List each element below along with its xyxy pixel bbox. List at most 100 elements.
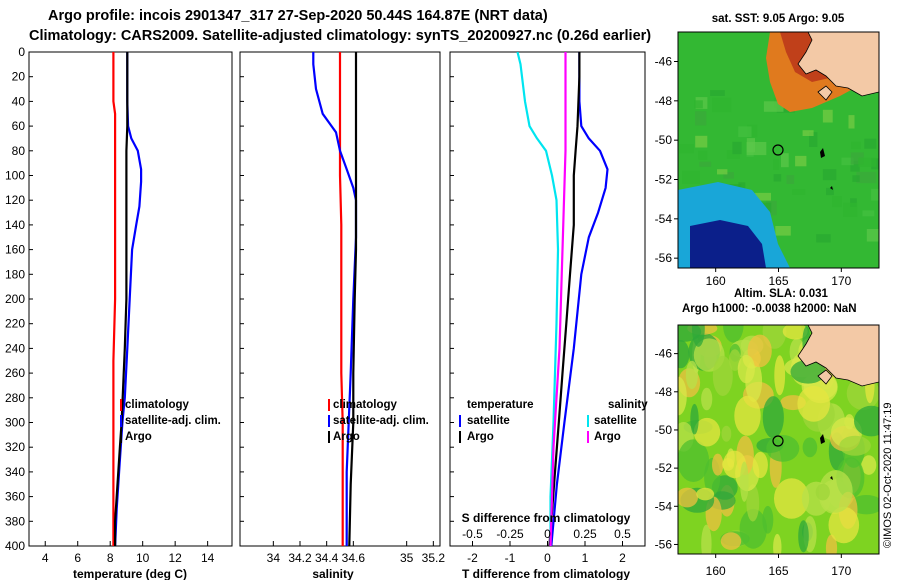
- sst-cell: [679, 144, 694, 154]
- map-y-tick-label: -54: [655, 212, 673, 226]
- sst-cell: [841, 157, 854, 166]
- legend-label-argo: Argo: [333, 431, 360, 443]
- sla-cell: [720, 532, 742, 550]
- sst-cell: [695, 135, 708, 148]
- depth-tick-label: 220: [5, 317, 25, 331]
- sla-cell: [737, 354, 755, 384]
- depth-tick-label: 20: [12, 70, 26, 84]
- depth-tick-label: 300: [5, 416, 25, 430]
- difference-plot-frame: [449, 51, 646, 547]
- sst-cell: [694, 100, 703, 109]
- map-x-tick-label: 160: [706, 564, 726, 578]
- difference-legend: temperature satellite Argo salinity sate…: [459, 399, 648, 443]
- salinity-legend: climatology satellite-adj. clim. Argo: [328, 399, 429, 443]
- x-tick-label: 34.2: [288, 551, 312, 565]
- sla-cell: [712, 355, 733, 396]
- sla-cell: [773, 533, 782, 554]
- legend-label-satellite: satellite-adj. clim.: [125, 415, 221, 427]
- depth-tick-label: 360: [5, 490, 25, 504]
- map-y-tick-label: -52: [655, 461, 673, 475]
- sla-cell: [782, 325, 808, 340]
- map-y-tick-label: -56: [655, 251, 673, 265]
- sla-cell: [692, 325, 705, 347]
- depth-tick-label: 120: [5, 193, 25, 207]
- x-tick-label: 10: [136, 551, 150, 565]
- map-y-tick-label: -50: [655, 423, 673, 437]
- sla-cell: [774, 355, 786, 396]
- x-tick-label: 2: [619, 551, 626, 565]
- sla-cell: [815, 483, 830, 501]
- map-x-tick-label: 165: [768, 564, 788, 578]
- depth-tick-label: 160: [5, 243, 25, 257]
- difference-series: [516, 52, 609, 546]
- land-campbell-island: [830, 186, 833, 190]
- sla-map-axes: 160 165 170 -56 -54 -52 -50 -48 -46: [655, 347, 852, 578]
- x-tick-label: 1: [582, 551, 589, 565]
- map-x-tick-label: 160: [706, 274, 726, 288]
- sst-cell: [766, 200, 777, 216]
- sst-cell: [795, 155, 807, 167]
- sla-cell: [825, 534, 838, 554]
- x-tick-label: 6: [74, 551, 81, 565]
- sla-cell: [861, 455, 877, 475]
- x-tick-label: 34.4: [315, 551, 339, 565]
- map-y-tick-label: -56: [655, 537, 673, 551]
- sst-cell: [786, 175, 795, 184]
- legend-label-climatology: climatology: [333, 399, 398, 411]
- series-line-t-satellite: [550, 52, 609, 546]
- map-y-tick-label: -46: [655, 55, 673, 69]
- temperature-x-axis: 4 6 8 10 12 14: [42, 541, 215, 565]
- x-tick-label: 34: [267, 551, 281, 565]
- depth-tick-label: 280: [5, 391, 25, 405]
- sst-cell: [832, 196, 842, 208]
- sla-cell: [740, 461, 749, 502]
- legend-header-salinity: salinity: [608, 399, 648, 411]
- map-y-tick-label: -46: [655, 347, 673, 361]
- land-stewart-island: [817, 85, 833, 101]
- sla-cell: [693, 417, 721, 447]
- x2-tick-label: -0.25: [496, 527, 524, 541]
- sla-map-title: Argo h1000: -0.0038 h2000: NaN: [682, 303, 857, 315]
- land-new-zealand: [797, 325, 879, 387]
- sst-cell: [843, 202, 858, 217]
- sst-cell: [723, 172, 734, 179]
- sla-cell: [747, 334, 772, 368]
- depth-tick-label: 180: [5, 267, 25, 281]
- temperature-legend: climatology satellite-adj. clim. Argo: [120, 399, 221, 443]
- series-line-climatology: [338, 52, 344, 546]
- land-auckland-islands: [820, 148, 825, 158]
- sla-cell: [828, 506, 860, 544]
- series-line-argo: [113, 52, 129, 546]
- sla-cell: [678, 487, 698, 508]
- legend-label-t-satellite: satellite: [467, 415, 510, 427]
- sla-cell: [722, 450, 747, 479]
- sla-cell: [678, 376, 687, 416]
- series-line-climatology: [112, 52, 117, 546]
- map-y-tick-label: -54: [655, 499, 673, 513]
- sst-cell: [710, 90, 725, 96]
- sst-cell: [763, 101, 784, 112]
- depth-tick-label: 400: [5, 539, 25, 553]
- sst-cell: [773, 174, 782, 182]
- sst-map-axes: 160 165 170 -56 -54 -52 -50 -48 -46: [655, 55, 852, 289]
- sst-cell: [848, 115, 855, 129]
- sla-cell: [701, 524, 712, 554]
- sla-cell: [690, 403, 699, 435]
- sst-cell: [822, 109, 833, 123]
- sla-cell: [728, 349, 741, 371]
- series-line-s-argo: [549, 52, 567, 546]
- sla-cell: [802, 437, 818, 458]
- sst-cell: [699, 161, 712, 167]
- series-line-t-argo: [548, 52, 581, 546]
- sst-cold-region: [690, 220, 766, 268]
- x-tick-label: -1: [505, 551, 516, 565]
- sst-cell: [747, 124, 758, 138]
- sla-cell: [766, 435, 800, 462]
- land-campbell-island: [830, 476, 833, 480]
- depth-tick-label: 100: [5, 169, 25, 183]
- difference-x-axis: -2 -1 0 1 2: [467, 541, 626, 565]
- difference-x2-label: S difference from climatology: [462, 511, 631, 525]
- sla-cell: [752, 451, 768, 479]
- sst-cell: [754, 192, 771, 201]
